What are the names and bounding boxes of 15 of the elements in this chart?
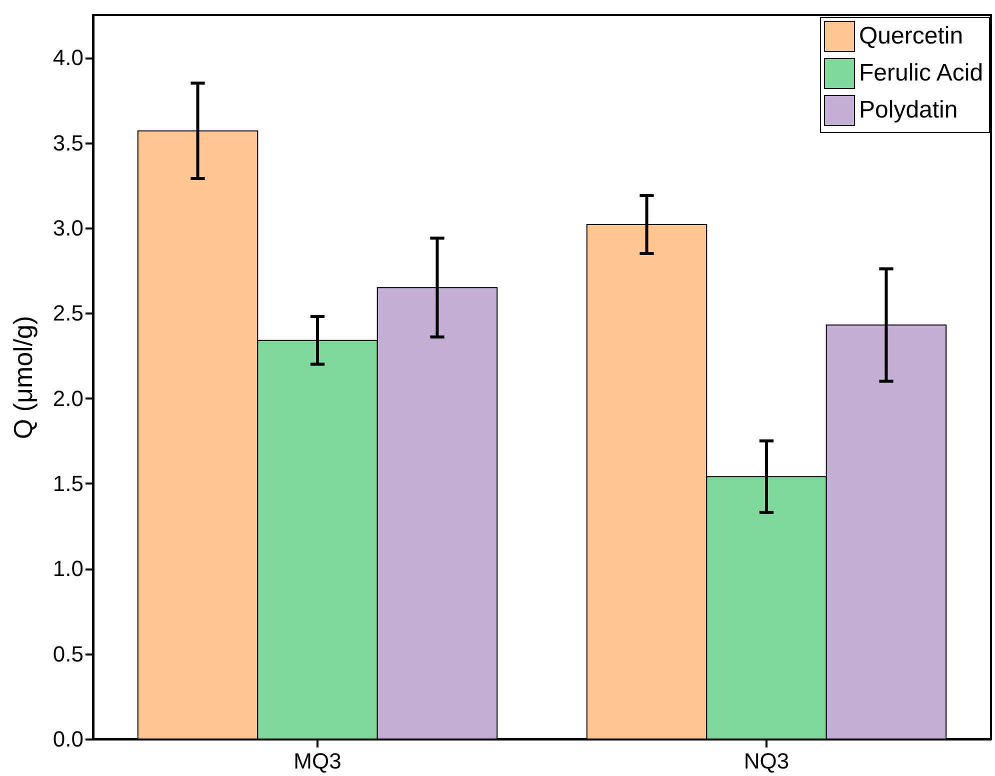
y-tick-label: 4.0	[52, 45, 84, 70]
legend-label: Ferulic Acid	[859, 60, 984, 86]
y-axis-title: Q (μmol/g)	[8, 316, 38, 440]
y-tick-label: 1.0	[52, 556, 84, 582]
legend-label: Quercetin	[859, 22, 964, 50]
y-tick-label: 3.0	[52, 215, 84, 240]
y-tick-label: 3.5	[52, 130, 84, 156]
x-tick-label: NQ3	[744, 748, 790, 774]
legend-label: Polydatin	[859, 96, 958, 124]
y-tick-label: 2.5	[52, 300, 84, 326]
y-tick-label: 0.0	[52, 726, 84, 752]
x-tick-label: MQ3	[294, 748, 342, 774]
y-tick-label: 2.0	[52, 386, 84, 411]
y-tick-label: 0.5	[52, 641, 84, 666]
y-tick-label: 1.5	[52, 470, 84, 496]
